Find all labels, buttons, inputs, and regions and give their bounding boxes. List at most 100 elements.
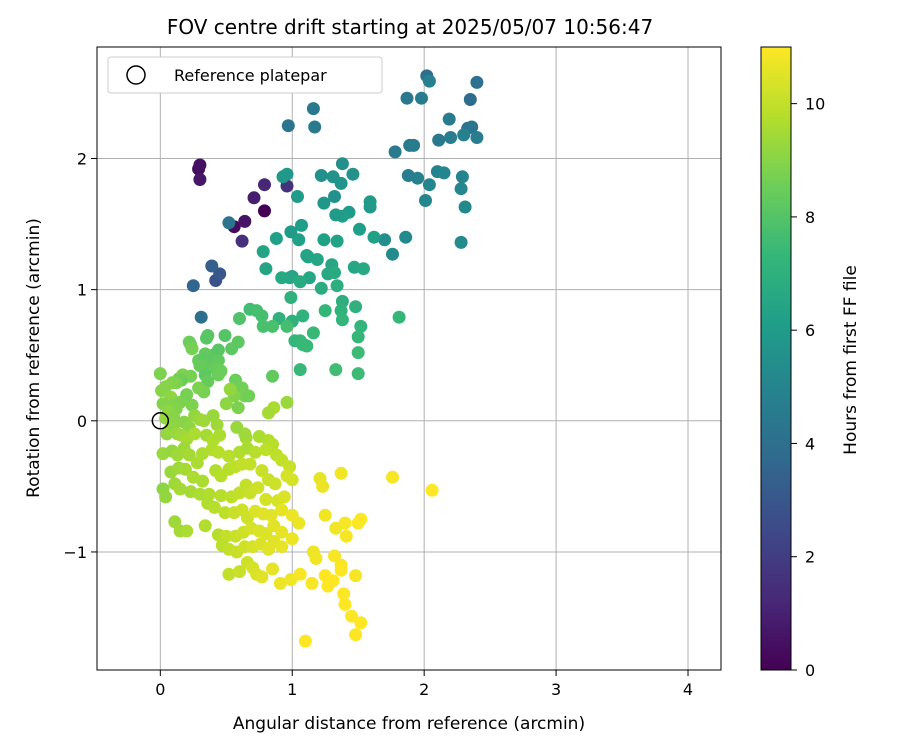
y-tick-label: 2 (77, 149, 87, 168)
scatter-point (188, 427, 202, 441)
scatter-point (201, 375, 215, 388)
scatter-point (296, 338, 310, 352)
scatter-point (329, 208, 343, 222)
scatter-point (318, 304, 332, 318)
scatter-point (346, 167, 360, 181)
scatter-point (392, 310, 406, 324)
scatter-point (277, 490, 291, 504)
colorbar-tick-label: 6 (805, 321, 815, 340)
scatter-point (213, 267, 227, 281)
scatter-point (349, 569, 363, 583)
y-axis-ticks: −1 0 1 2 (63, 149, 97, 562)
scatter-point (442, 112, 456, 126)
scatter-point (193, 173, 207, 186)
y-axis-label: Rotation from reference (arcmin) (24, 218, 44, 498)
scatter-point (185, 398, 199, 412)
scatter-point (437, 166, 451, 180)
colorbar-ticks: 0 2 4 6 8 10 (791, 95, 825, 680)
x-tick-label: 0 (155, 680, 165, 699)
y-tick-label: 1 (77, 281, 87, 300)
colorbar: 0 2 4 6 8 10 Hours from first FF file (760, 46, 861, 680)
scatter-point (353, 222, 366, 236)
scatter-point (291, 190, 304, 203)
scatter-point (354, 319, 368, 333)
grid-lines (97, 47, 721, 670)
scatter-point (338, 597, 352, 611)
scatter-point (321, 579, 335, 593)
scatter-point (153, 367, 167, 381)
scatter-point (222, 216, 236, 230)
scatter-point (186, 279, 200, 293)
scatter-point (219, 397, 233, 411)
scatter-point (266, 319, 279, 333)
scatter-point (354, 616, 368, 630)
scatter-point (465, 120, 479, 134)
scatter-point (351, 330, 365, 344)
scatter-point (367, 230, 381, 244)
scatter-point (309, 552, 323, 565)
scatter-point (334, 466, 348, 480)
scatter-point (192, 381, 206, 395)
scatter-point (334, 563, 348, 577)
reference-platepar-marker (151, 412, 170, 430)
y-tick-label: −1 (63, 543, 87, 562)
chart-title: FOV centre drift starting at 2025/05/07 … (167, 15, 653, 39)
scatter-point (328, 266, 341, 280)
y-tick-label: 0 (77, 412, 87, 431)
scatter-point (419, 194, 432, 207)
scatter-point (306, 102, 320, 116)
scatter-point (295, 218, 308, 232)
scatter-point (386, 247, 399, 261)
scatter-point (256, 245, 270, 259)
scatter-point (400, 91, 414, 105)
scatter-point (266, 562, 279, 576)
legend-box (107, 56, 383, 94)
scatter-point (275, 503, 289, 517)
scatter-point (247, 191, 261, 205)
scatter-point (296, 309, 310, 323)
scatter-point (425, 483, 439, 497)
scatter-point (238, 214, 252, 228)
scatter-point (317, 196, 331, 210)
scatter-point (193, 487, 207, 501)
colorbar-tick-label: 8 (805, 208, 815, 227)
scatter-point (351, 367, 365, 381)
scatter-point (259, 527, 273, 541)
plot-area (96, 46, 722, 671)
scatter-point (349, 300, 363, 314)
scatter-point (422, 178, 436, 192)
scatter-point (357, 262, 370, 276)
scatter-point (444, 131, 458, 144)
scatter-point (306, 326, 320, 340)
scatter-point (330, 234, 344, 248)
scatter-point (211, 445, 225, 459)
scatter-point (351, 516, 365, 530)
scatter-point (207, 500, 221, 514)
scatter-point (242, 389, 256, 403)
scatter-point (222, 567, 236, 581)
scatter-point (218, 506, 232, 520)
scatter-point (280, 319, 294, 333)
scatter-point (378, 233, 392, 247)
scatter-point (308, 120, 322, 134)
scatter-point (196, 474, 209, 488)
scatter-point (185, 342, 199, 356)
scatter-point (314, 169, 328, 182)
scatter-point (211, 368, 225, 382)
scatter-point (292, 233, 306, 247)
scatter-point (415, 91, 428, 105)
scatter-point (255, 309, 269, 323)
scatter-point (233, 565, 246, 579)
scatter-point (258, 178, 271, 192)
scatter-point (292, 516, 306, 530)
scatter-point (255, 464, 269, 478)
scatter-point (337, 587, 351, 601)
scatter-point (454, 235, 468, 249)
scatter-point (280, 167, 294, 181)
scatter-point (222, 449, 236, 463)
scatter-points (153, 69, 484, 648)
scatter-point (328, 549, 341, 563)
x-tick-label: 3 (551, 680, 561, 699)
scatter-point (155, 384, 169, 398)
